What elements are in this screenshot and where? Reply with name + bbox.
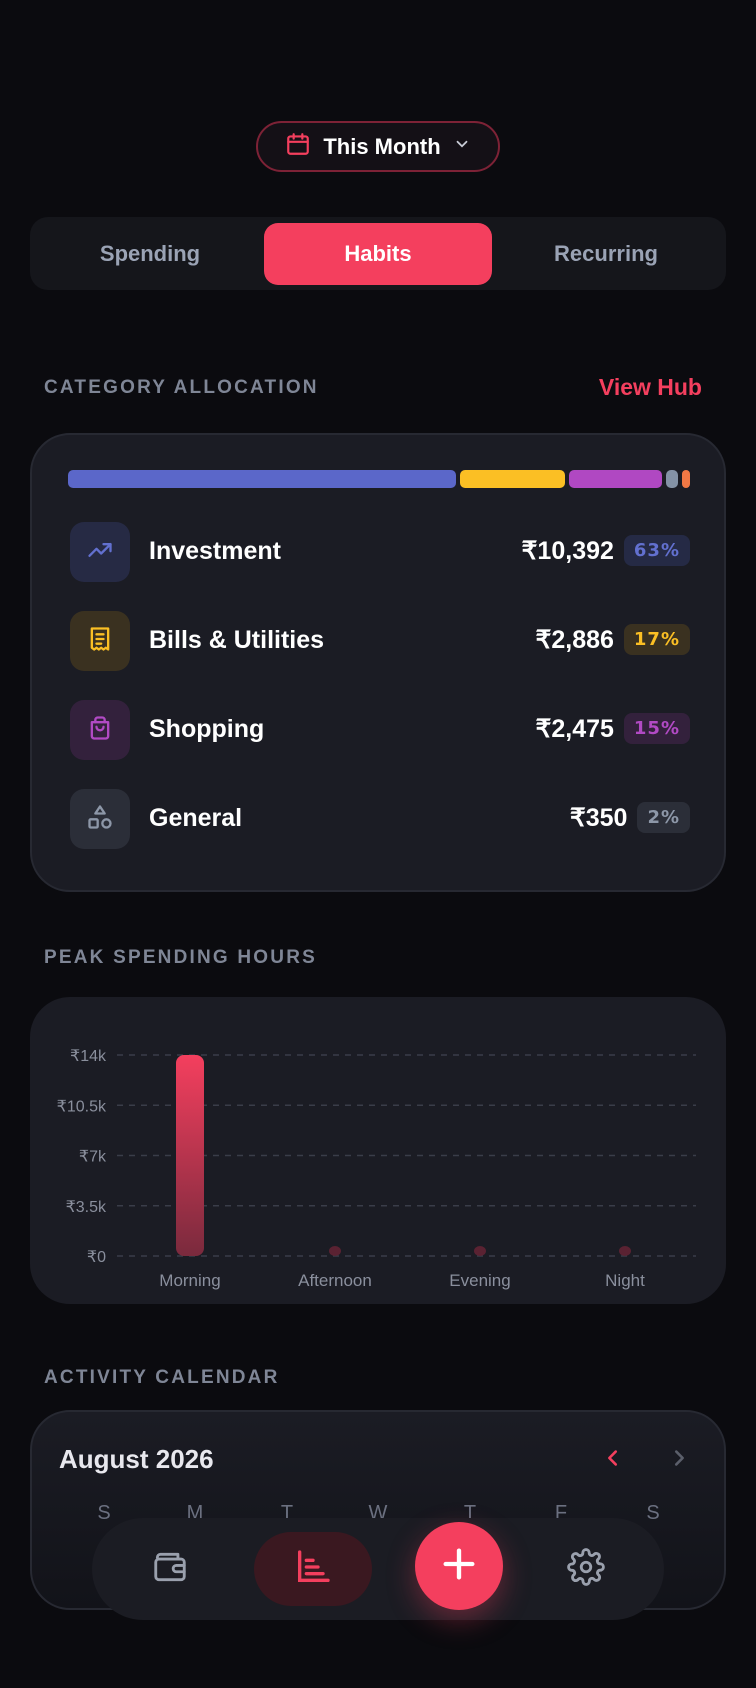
receipt-icon: [86, 625, 114, 658]
category-name: General: [149, 804, 243, 832]
y-tick-label: ₹0: [87, 1249, 106, 1266]
bar-chart-icon: [293, 1547, 333, 1592]
category-icon-box: [70, 789, 130, 849]
add-transaction-button[interactable]: [415, 1522, 503, 1610]
category-allocation-card: Investment ₹10,392 63% Bills & Utilities…: [30, 433, 726, 892]
y-tick-label: ₹14k: [70, 1048, 107, 1065]
category-icon-box: [70, 611, 130, 671]
y-tick-label: ₹10.5k: [57, 1098, 107, 1115]
category-percent-badge: 15%: [623, 713, 690, 744]
chevron-down-icon: [453, 135, 471, 158]
category-icon-box: [70, 700, 130, 760]
x-tick-label: Night: [605, 1271, 645, 1290]
period-label: This Month: [323, 133, 441, 159]
bar-night[interactable]: [619, 1246, 631, 1256]
category-row-general[interactable]: General ₹350 2%: [70, 789, 690, 849]
category-percent-badge: 17%: [623, 624, 690, 655]
category-row-bills[interactable]: Bills & Utilities ₹2,886 17%: [70, 611, 690, 671]
allocation-bar-segment: [682, 470, 690, 488]
period-selector[interactable]: This Month: [256, 121, 500, 172]
allocation-bar-segment: [68, 470, 457, 488]
category-name: Bills & Utilities: [149, 626, 325, 654]
shapes-icon: [86, 803, 114, 836]
x-tick-label: Afternoon: [298, 1271, 372, 1290]
wallet-icon: [151, 1548, 189, 1591]
bar-morning[interactable]: [176, 1055, 204, 1256]
settings-icon: [567, 1547, 605, 1591]
next-month-button[interactable]: [664, 1445, 694, 1475]
x-tick-label: Evening: [449, 1271, 510, 1290]
nav-stats-button[interactable]: [254, 1532, 372, 1606]
category-percent-badge: 2%: [637, 802, 690, 833]
chevron-left-icon: [602, 1445, 624, 1476]
calendar-icon: [285, 131, 311, 162]
category-name: Investment: [149, 537, 281, 565]
bar-chart: ₹0 ₹3.5k ₹7k ₹10.5k ₹14k Morning Afternoon Even…: [57, 1048, 696, 1290]
chevron-right-icon: [668, 1445, 690, 1476]
category-icon-box: [70, 522, 130, 582]
view-hub-link[interactable]: View Hub: [598, 374, 702, 400]
category-name: Shopping: [149, 715, 265, 743]
activity-calendar-title: ACTIVITY CALENDAR: [44, 1367, 280, 1388]
category-row-shopping[interactable]: Shopping ₹2,475 15%: [70, 700, 690, 760]
plus-icon: [439, 1544, 479, 1589]
category-amount: ₹350: [569, 803, 628, 832]
view-tabs: Spending Habits Recurring: [30, 217, 726, 290]
prev-month-button[interactable]: [598, 1445, 628, 1475]
nav-wallet-button[interactable]: [144, 1543, 196, 1595]
bottom-navigation: [92, 1518, 664, 1620]
allocation-bar-segment: [460, 470, 566, 488]
y-tick-label: ₹3.5k: [66, 1199, 107, 1216]
allocation-bar: [68, 470, 690, 488]
tab-spending[interactable]: Spending: [99, 241, 201, 266]
calendar-month: August 2026: [59, 1444, 214, 1474]
bar-evening[interactable]: [474, 1246, 486, 1256]
category-amount: ₹2,886: [535, 625, 614, 654]
shopping-bag-icon: [86, 714, 114, 747]
tab-recurring[interactable]: Recurring: [554, 241, 658, 266]
weekday-label: S: [97, 1502, 111, 1524]
peak-spending-title: PEAK SPENDING HOURS: [44, 947, 318, 968]
tab-habits[interactable]: Habits: [264, 223, 492, 285]
nav-settings-button[interactable]: [560, 1543, 612, 1595]
category-amount: ₹2,475: [535, 714, 614, 743]
category-amount: ₹10,392: [521, 536, 614, 565]
peak-spending-chart: ₹0 ₹3.5k ₹7k ₹10.5k ₹14k Morning Afternoon Even…: [30, 997, 726, 1304]
allocation-bar-segment: [665, 470, 679, 488]
weekday-label: S: [646, 1502, 660, 1524]
category-percent-badge: 63%: [623, 535, 690, 566]
trending-up-icon: [86, 536, 114, 569]
y-tick-label: ₹7k: [79, 1149, 107, 1166]
x-tick-label: Morning: [159, 1271, 220, 1290]
category-row-investment[interactable]: Investment ₹10,392 63%: [70, 522, 690, 582]
allocation-bar-segment: [569, 470, 662, 488]
category-allocation-title: CATEGORY ALLOCATION: [44, 377, 319, 398]
bar-afternoon[interactable]: [329, 1246, 341, 1256]
